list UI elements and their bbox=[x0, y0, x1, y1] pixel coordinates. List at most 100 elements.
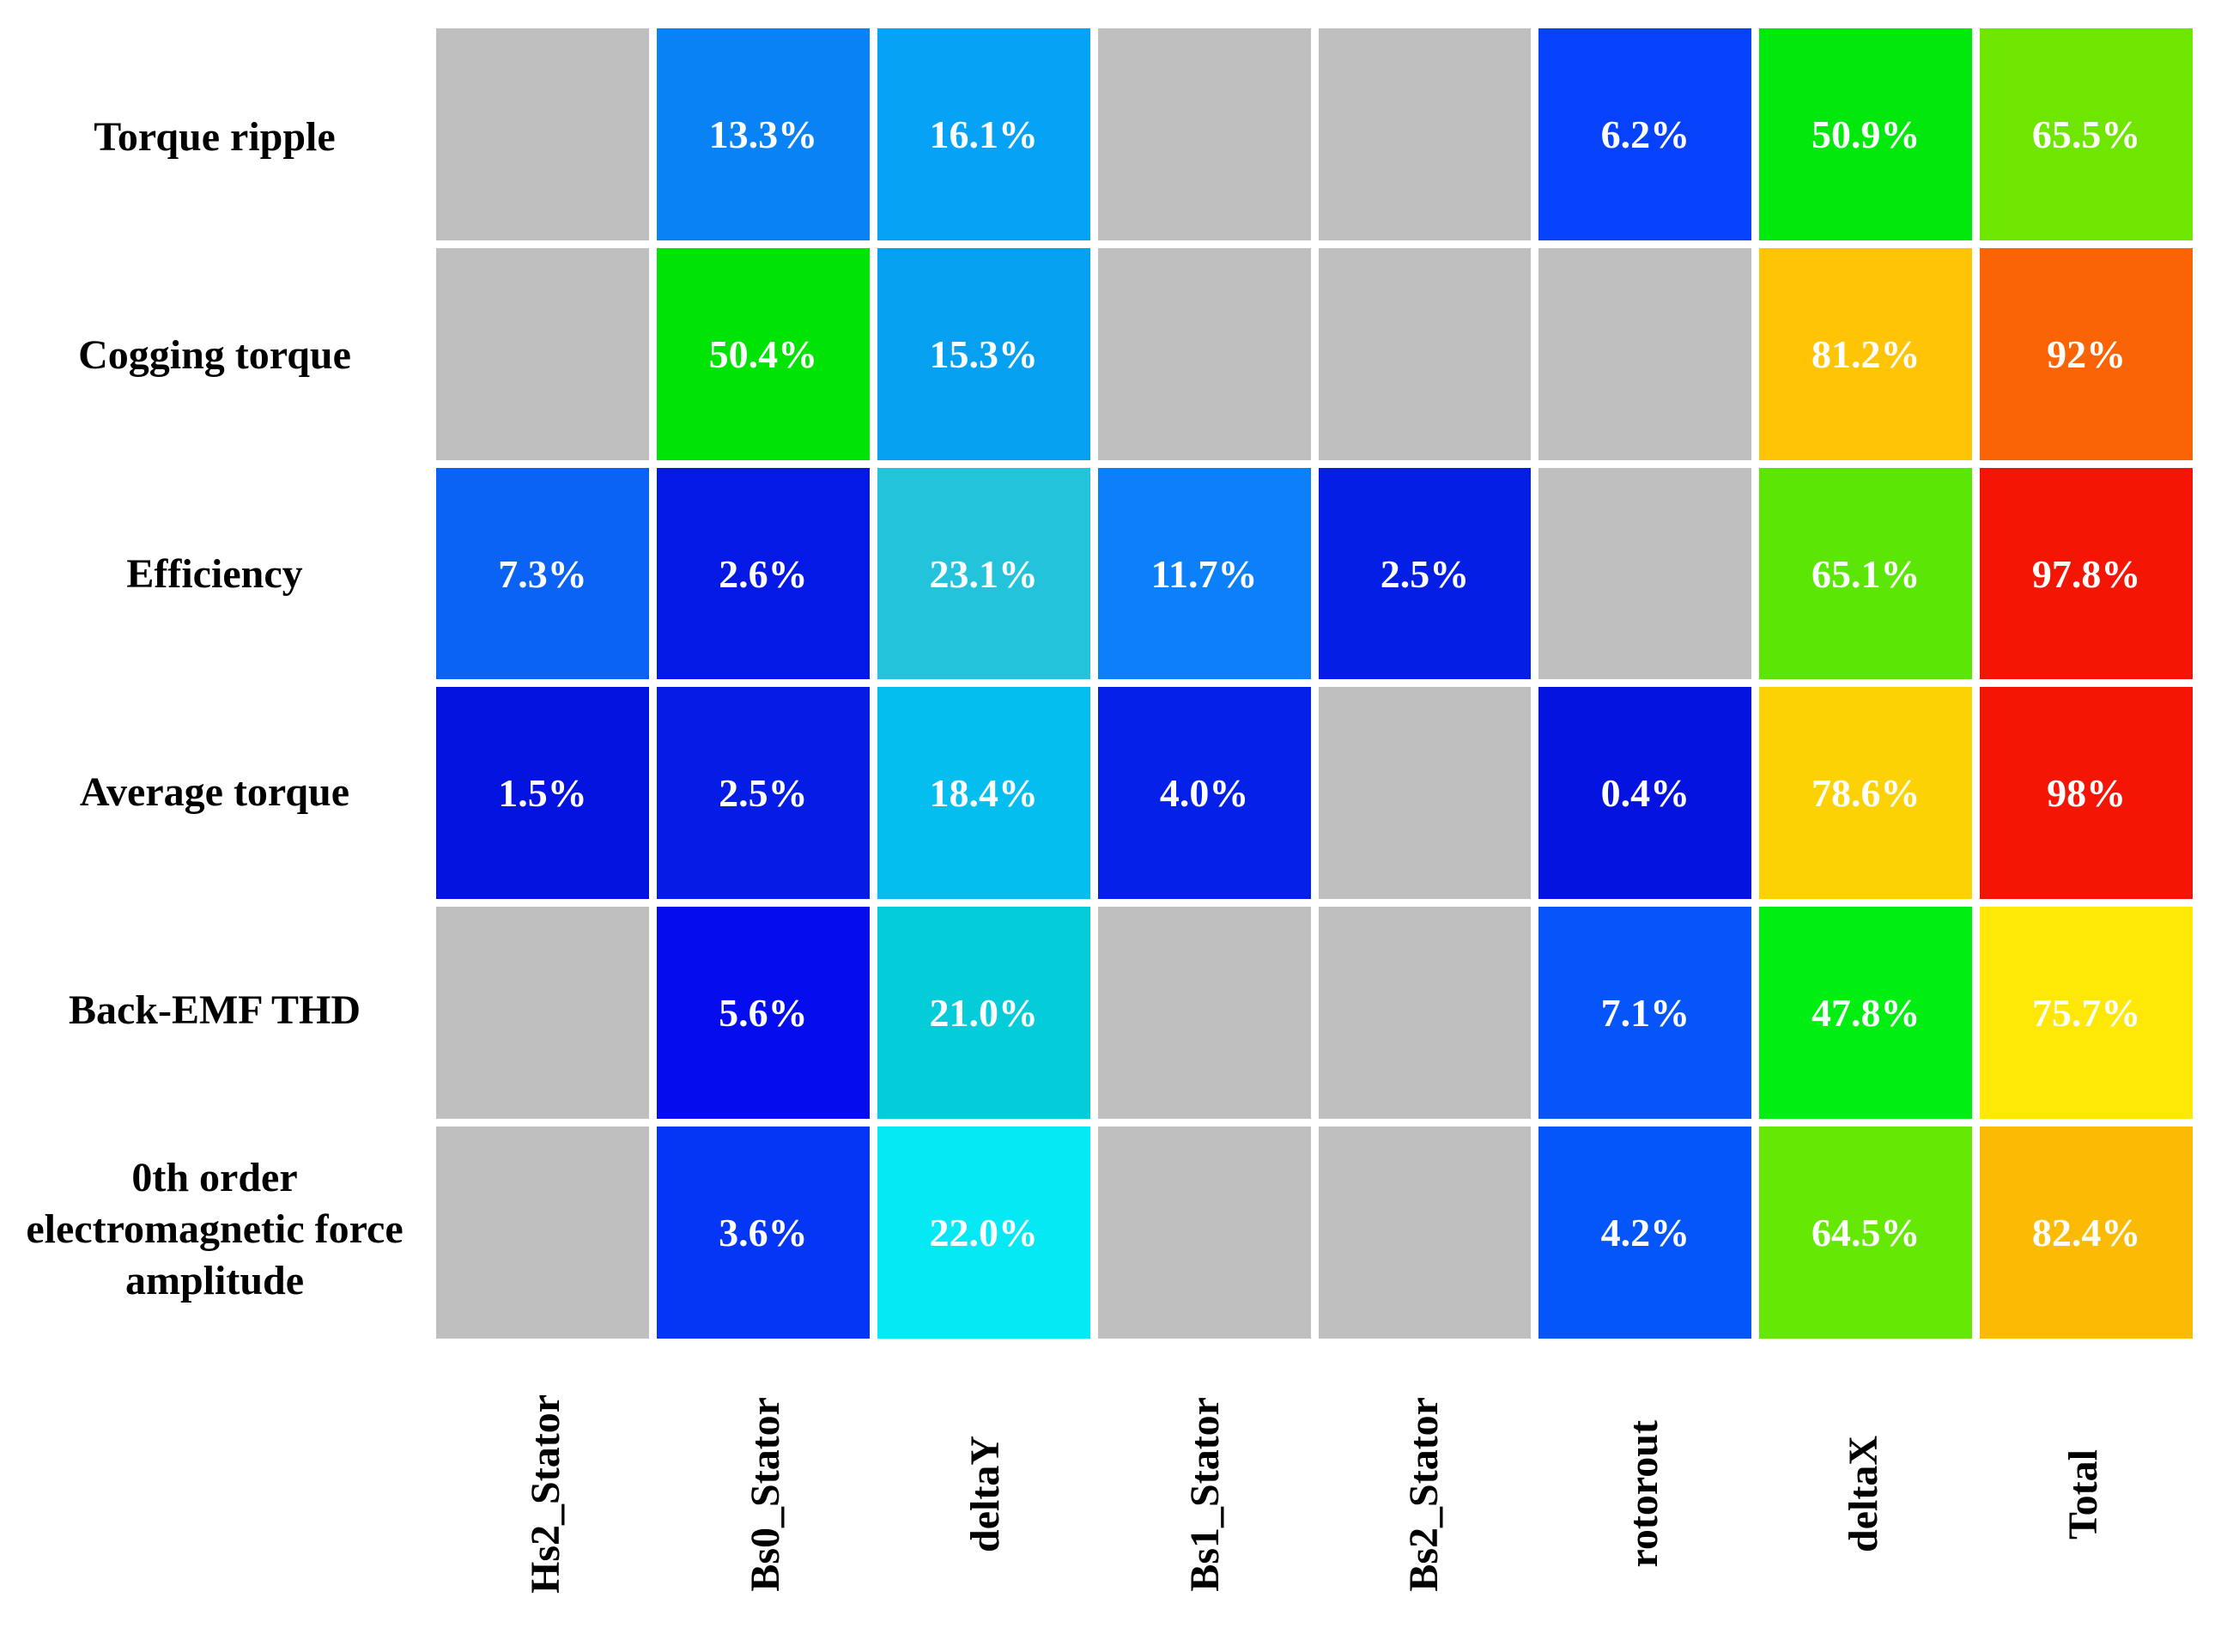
heatmap-cell: 21.0% bbox=[877, 907, 1090, 1120]
cell-value: 75.7% bbox=[2031, 991, 2141, 1036]
column-label: rotorout bbox=[1534, 1339, 1754, 1649]
heatmap-cell: 18.4% bbox=[877, 687, 1090, 900]
heatmap-cell: 50.9% bbox=[1759, 28, 1973, 240]
cell-value: 47.8% bbox=[1811, 991, 1921, 1036]
row-label: 0th order electromagnetic force amplitud… bbox=[0, 1121, 429, 1339]
heatmap-cell: 3.6% bbox=[656, 1127, 870, 1339]
heatmap-cell bbox=[436, 28, 649, 240]
column-label: Hs2_Stator bbox=[436, 1339, 656, 1649]
row-label: Back-EMF THD bbox=[0, 902, 429, 1120]
cell-value: 4.0% bbox=[1159, 771, 1249, 816]
column-label-text: rotorout bbox=[1621, 1420, 1667, 1568]
cell-value: 23.1% bbox=[929, 551, 1038, 596]
cell-value: 4.2% bbox=[1600, 1211, 1690, 1255]
heatmap-cell: 22.0% bbox=[877, 1127, 1090, 1339]
heatmap-cell: 11.7% bbox=[1097, 467, 1311, 680]
heatmap-cell bbox=[1097, 28, 1311, 240]
column-label: Total bbox=[1973, 1339, 2193, 1649]
heatmap-cell: 75.7% bbox=[1980, 907, 2193, 1120]
row-label-text: 0th order electromagnetic force amplitud… bbox=[26, 1154, 404, 1303]
heatmap-cell bbox=[1318, 28, 1532, 240]
y-axis-labels: Torque ripple Cogging torque Efficiency Ave… bbox=[0, 28, 429, 1339]
x-axis-labels: Hs2_Stator Bs0_Stator deltaY Bs1_Stator Bs2_… bbox=[436, 1339, 2193, 1649]
heatmap-cell: 1.5% bbox=[436, 687, 649, 900]
cell-value: 22.0% bbox=[929, 1211, 1038, 1255]
cell-value: 2.5% bbox=[719, 771, 808, 816]
column-label: Bs2_Stator bbox=[1314, 1339, 1534, 1649]
cell-value: 98% bbox=[2047, 771, 2127, 816]
cell-value: 11.7% bbox=[1150, 551, 1258, 596]
cell-value: 16.1% bbox=[929, 112, 1038, 156]
column-label-text: Total bbox=[2060, 1449, 2106, 1540]
cell-value: 92% bbox=[2047, 331, 2127, 376]
cell-value: 7.3% bbox=[498, 551, 587, 596]
column-label-text: Bs2_Stator bbox=[1401, 1396, 1447, 1592]
heatmap-cell bbox=[436, 1127, 649, 1339]
heatmap-cell bbox=[1097, 247, 1311, 460]
column-label: Bs0_Stator bbox=[656, 1339, 876, 1649]
column-label: Bs1_Stator bbox=[1095, 1339, 1314, 1649]
heatmap-cell bbox=[436, 247, 649, 460]
heatmap-cell: 23.1% bbox=[877, 467, 1090, 680]
cell-value: 0.4% bbox=[1600, 771, 1690, 816]
column-label: deltaY bbox=[876, 1339, 1095, 1649]
heatmap-cell: 65.5% bbox=[1980, 28, 2193, 240]
heatmap-cell: 2.5% bbox=[1318, 467, 1532, 680]
cell-value: 21.0% bbox=[929, 991, 1038, 1036]
heatmap-cell: 2.5% bbox=[656, 687, 870, 900]
cell-value: 65.5% bbox=[2031, 112, 2141, 156]
heatmap-cell bbox=[436, 907, 649, 1120]
heatmap-grid: 13.3% 16.1% 6.2% 50.9% 65.5% 50.4% 15.3% 81.2% 9… bbox=[436, 28, 2193, 1339]
column-label-text: deltaX bbox=[1840, 1436, 1886, 1552]
row-label-text: Efficiency bbox=[126, 550, 303, 597]
heatmap-cell: 97.8% bbox=[1980, 467, 2193, 680]
row-label: Average torque bbox=[0, 683, 429, 902]
cell-value: 18.4% bbox=[929, 771, 1038, 816]
heatmap-cell: 50.4% bbox=[656, 247, 870, 460]
cell-value: 2.5% bbox=[1380, 551, 1470, 596]
cell-value: 7.1% bbox=[1600, 991, 1690, 1036]
cell-value: 2.6% bbox=[719, 551, 808, 596]
cell-value: 5.6% bbox=[719, 991, 808, 1036]
heatmap-cell bbox=[1318, 1127, 1532, 1339]
row-label-text: Torque ripple bbox=[94, 114, 336, 161]
heatmap-cell: 15.3% bbox=[877, 247, 1090, 460]
heatmap-cell: 81.2% bbox=[1759, 247, 1973, 460]
cell-value: 81.2% bbox=[1811, 331, 1921, 376]
heatmap-cell: 78.6% bbox=[1759, 687, 1973, 900]
heatmap-cell: 65.1% bbox=[1759, 467, 1973, 680]
heatmap-cell bbox=[1318, 687, 1532, 900]
row-label: Torque ripple bbox=[0, 28, 429, 246]
cell-value: 6.2% bbox=[1600, 112, 1690, 156]
cell-value: 78.6% bbox=[1811, 771, 1921, 816]
column-label-text: Bs0_Stator bbox=[743, 1396, 789, 1592]
cell-value: 15.3% bbox=[929, 331, 1038, 376]
cell-value: 65.1% bbox=[1811, 551, 1921, 596]
heatmap-cell: 7.3% bbox=[436, 467, 649, 680]
heatmap-cell: 16.1% bbox=[877, 28, 1090, 240]
heatmap-cell: 82.4% bbox=[1980, 1127, 2193, 1339]
heatmap-cell: 92% bbox=[1980, 247, 2193, 460]
heatmap-cell: 2.6% bbox=[656, 467, 870, 680]
cell-value: 97.8% bbox=[2031, 551, 2141, 596]
heatmap-cell bbox=[1538, 467, 1752, 680]
column-label-text: deltaY bbox=[962, 1436, 1008, 1552]
heatmap-cell bbox=[1097, 1127, 1311, 1339]
heatmap-cell: 47.8% bbox=[1759, 907, 1973, 1120]
column-label: deltaX bbox=[1754, 1339, 1974, 1649]
cell-value: 50.9% bbox=[1811, 112, 1921, 156]
cell-value: 50.4% bbox=[708, 331, 818, 376]
heatmap-cell: 7.1% bbox=[1538, 907, 1752, 1120]
row-label-text: Back-EMF THD bbox=[68, 987, 361, 1034]
column-label-text: Hs2_Stator bbox=[523, 1394, 569, 1594]
heatmap-cell: 4.2% bbox=[1538, 1127, 1752, 1339]
heatmap-cell: 98% bbox=[1980, 687, 2193, 900]
heatmap-cell bbox=[1097, 907, 1311, 1120]
row-label: Cogging torque bbox=[0, 246, 429, 465]
cell-value: 13.3% bbox=[708, 112, 818, 156]
cell-value: 1.5% bbox=[498, 771, 587, 816]
cell-value: 64.5% bbox=[1811, 1211, 1921, 1255]
heatmap-cell: 64.5% bbox=[1759, 1127, 1973, 1339]
row-label: Efficiency bbox=[0, 465, 429, 683]
